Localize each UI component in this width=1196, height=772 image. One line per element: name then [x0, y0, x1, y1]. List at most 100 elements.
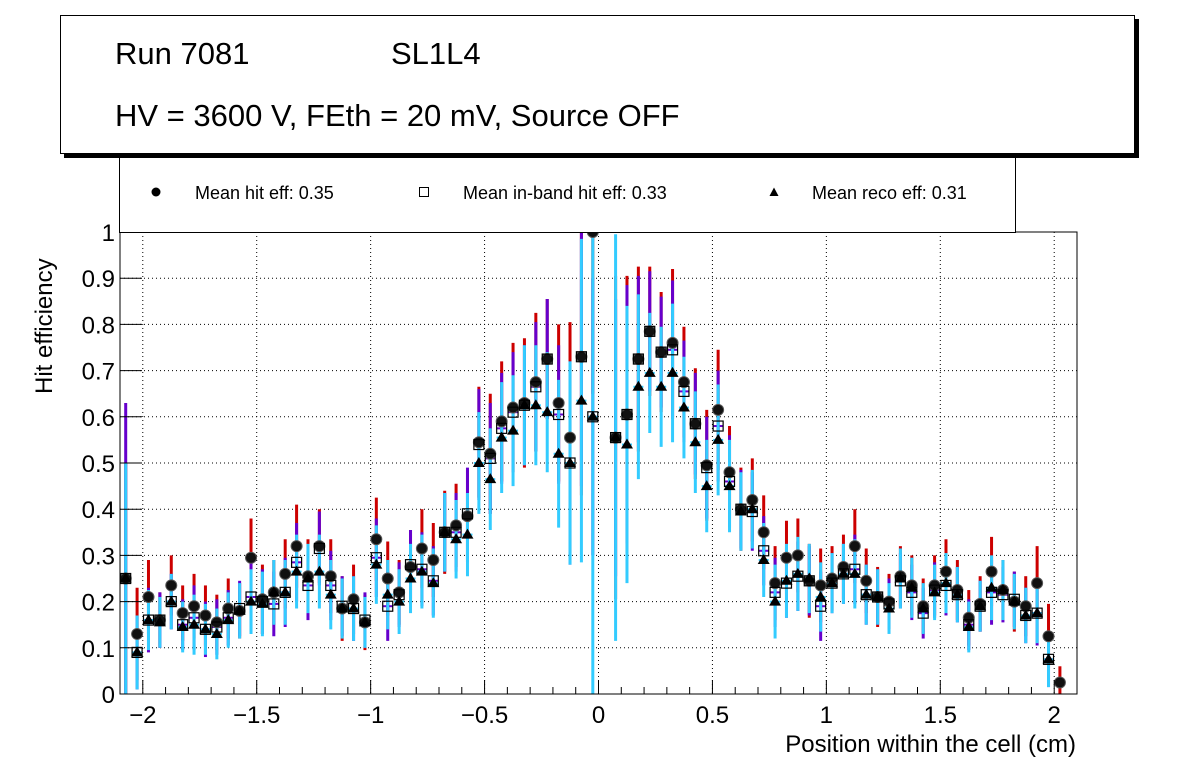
- x-tick-label: 1.5: [924, 702, 957, 729]
- x-tick-label: −1.5: [233, 702, 280, 729]
- reco-eff-point: [643, 366, 656, 377]
- x-tick-label: 2: [1048, 702, 1061, 729]
- x-tick-label: −0.5: [461, 702, 508, 729]
- hit-eff-point: [404, 560, 417, 573]
- y-axis-label: Hit efficiency: [31, 258, 58, 394]
- hit-eff-point: [712, 403, 725, 416]
- hit-eff-point: [313, 540, 326, 553]
- hit-eff-point: [370, 533, 383, 546]
- hit-eff-point: [769, 577, 782, 590]
- legend-marker-circle-icon: [150, 185, 162, 203]
- hit-eff-point: [677, 376, 690, 389]
- reco-eff-point: [860, 588, 873, 599]
- inband-eff-point: [701, 462, 713, 474]
- reco-eff-point: [677, 401, 690, 412]
- hit-eff-point: [495, 415, 508, 428]
- reco-eff-point: [939, 577, 952, 588]
- hit-eff-point: [199, 609, 212, 622]
- legend: Mean hit eff: 0.35 Mean in-band hit eff:…: [119, 155, 1016, 233]
- reco-eff-point: [381, 588, 394, 599]
- hit-eff-point: [564, 431, 577, 444]
- hit-eff-point: [472, 436, 485, 449]
- hit-eff-point: [655, 346, 668, 359]
- chamber-label: SL1L4: [391, 36, 481, 71]
- inband-eff-point: [655, 346, 667, 358]
- reco-eff-point: [324, 588, 337, 599]
- hit-eff-point: [324, 570, 337, 583]
- x-axis: −2 −1.5 −1 −0.5 0 0.5 1 1.5 2: [119, 680, 1078, 729]
- reco-eff-point: [529, 399, 542, 410]
- hit-eff-point: [689, 417, 702, 430]
- reco-eff-point: [689, 436, 702, 447]
- legend-label-inband-eff: Mean in-band hit eff: 0.33: [463, 183, 667, 203]
- x-tick-label: −2: [129, 702, 156, 729]
- reco-eff-point: [393, 595, 406, 606]
- hit-eff-point: [450, 519, 463, 532]
- reco-eff-point: [803, 572, 816, 583]
- hit-eff-point: [666, 336, 679, 349]
- reco-eff-point: [472, 457, 485, 467]
- reco-eff-point: [1031, 607, 1044, 618]
- reco-eff-point: [894, 572, 907, 583]
- y-tick-label: 0.4: [82, 497, 115, 524]
- legend-label-hit-eff: Mean hit eff: 0.35: [195, 183, 334, 203]
- inband-eff-point: [507, 406, 519, 418]
- inband-eff-point: [815, 600, 827, 612]
- hit-eff-point: [142, 590, 155, 603]
- hit-eff-point: [985, 565, 998, 578]
- reco-eff-point: [586, 410, 599, 421]
- reco-eff-point: [233, 604, 246, 615]
- reco-eff-point: [199, 623, 212, 634]
- x-tick-label: 0: [592, 702, 605, 729]
- hit-eff-point: [552, 396, 565, 409]
- reco-eff-point: [928, 586, 941, 597]
- reco-eff-point: [347, 602, 360, 613]
- reco-eff-point: [142, 614, 155, 625]
- reco-eff-point: [826, 577, 839, 588]
- error-bars: [120, 231, 1065, 694]
- inband-eff-point: [632, 353, 644, 365]
- reco-eff-point: [1019, 609, 1032, 620]
- reco-eff-point: [427, 577, 440, 588]
- inband-eff-point: [621, 408, 633, 421]
- y-tick-label: 0.2: [82, 590, 115, 617]
- reco-eff-point: [575, 394, 588, 405]
- reco-eff-point: [461, 528, 474, 539]
- reco-eff-point: [188, 618, 201, 629]
- inband-eff-point: [678, 385, 690, 397]
- hit-eff-point: [757, 526, 770, 539]
- legend-label-reco-eff: Mean reco eff: 0.31: [812, 183, 967, 203]
- reco-eff-point: [518, 399, 531, 410]
- x-tick-label: −1: [357, 702, 384, 729]
- reco-eff-point: [279, 586, 292, 597]
- hit-eff-point: [461, 510, 474, 523]
- reco-eff-point: [119, 572, 132, 583]
- reco-eff-point: [256, 597, 269, 608]
- reco-eff-point: [780, 574, 793, 585]
- reco-eff-point: [336, 602, 349, 613]
- reco-eff-point: [609, 431, 622, 442]
- reco-eff-point: [723, 480, 736, 491]
- reco-eff-point: [734, 505, 747, 516]
- y-tick-label: 0.1: [82, 636, 115, 663]
- reco-eff-point: [301, 572, 314, 583]
- x-axis-label: Position within the cell (cm): [785, 731, 1076, 758]
- reco-eff-point: [370, 558, 383, 569]
- reco-eff-point: [655, 380, 668, 391]
- reco-eff-point: [290, 565, 303, 576]
- reco-eff-point: [974, 600, 987, 611]
- inband-eff-point: [666, 344, 679, 356]
- hit-eff-point: [575, 350, 588, 363]
- inband-eff-point: [404, 559, 417, 571]
- hit-eff-point: [1053, 676, 1066, 689]
- hit-eff-point: [165, 579, 178, 592]
- inband-eff-point: [541, 353, 553, 365]
- title-box: Run 7081 SL1L4 HV = 3600 V, FEth = 20 mV…: [60, 15, 1135, 154]
- y-tick-label: 0.5: [82, 451, 115, 478]
- hit-eff-point: [1031, 577, 1044, 590]
- hit-eff-point: [279, 567, 292, 580]
- hit-eff-point: [848, 540, 861, 553]
- reco-eff-point: [267, 586, 280, 597]
- y-tick-label: 0.9: [82, 266, 115, 293]
- reco-eff-point: [438, 526, 451, 537]
